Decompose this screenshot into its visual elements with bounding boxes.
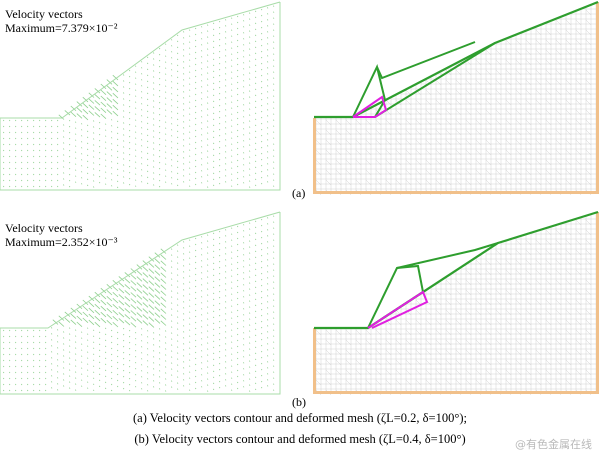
model-boundary [0,212,281,395]
velocity-vectors-maximum-a: Maximum=7.379×10⁻² [5,21,118,35]
velocity-vectors-title-b: Velocity vectors [5,221,83,235]
watermark: @有色金属在线 [515,438,592,451]
slope-outline [0,1,281,119]
failure-mechanism-upper [396,242,499,269]
ground-surface [314,210,599,330]
model-boundary [0,2,281,191]
velocity-vector-field [2,215,275,392]
slip-surface [352,95,388,118]
boundary-fixity-bottom [313,391,598,394]
slip-surface [367,290,429,329]
mesh-lines [315,2,597,195]
velocity-vector-field [2,5,275,189]
boundary-fixity-left [313,118,316,194]
failure-mechanism [352,42,496,118]
caption-line-a: (a) Velocity vectors contour and deforme… [132,411,467,425]
deformed-mesh-plot-a [313,0,599,195]
velocity-vectors-plot-b [0,211,281,395]
ground-surface [314,0,599,119]
boundary-fixity-left [313,328,316,394]
caption-line-b: (b) Velocity vectors contour and deforme… [134,432,466,446]
subfigure-label-b: (b) [292,395,306,409]
boundary-fixity-right [596,2,599,194]
boundary-fixity-bottom [313,191,598,194]
velocity-vectors [2,215,275,392]
slope-outline [0,211,281,329]
subfigure-label-a: (a) [292,186,306,200]
deformed-mesh-plot-b [313,210,599,396]
velocity-vectors [2,5,275,189]
boundary-fixity-right [596,212,599,394]
mesh-grid [315,2,597,195]
mesh-lines [315,212,597,396]
failure-mechanism-upper [376,41,476,80]
velocity-vectors-maximum-b: Maximum=2.352×10⁻³ [5,235,118,249]
velocity-vectors-title-a: Velocity vectors [5,7,83,21]
mesh-grid [315,212,597,396]
velocity-vectors-plot-a [0,1,281,191]
